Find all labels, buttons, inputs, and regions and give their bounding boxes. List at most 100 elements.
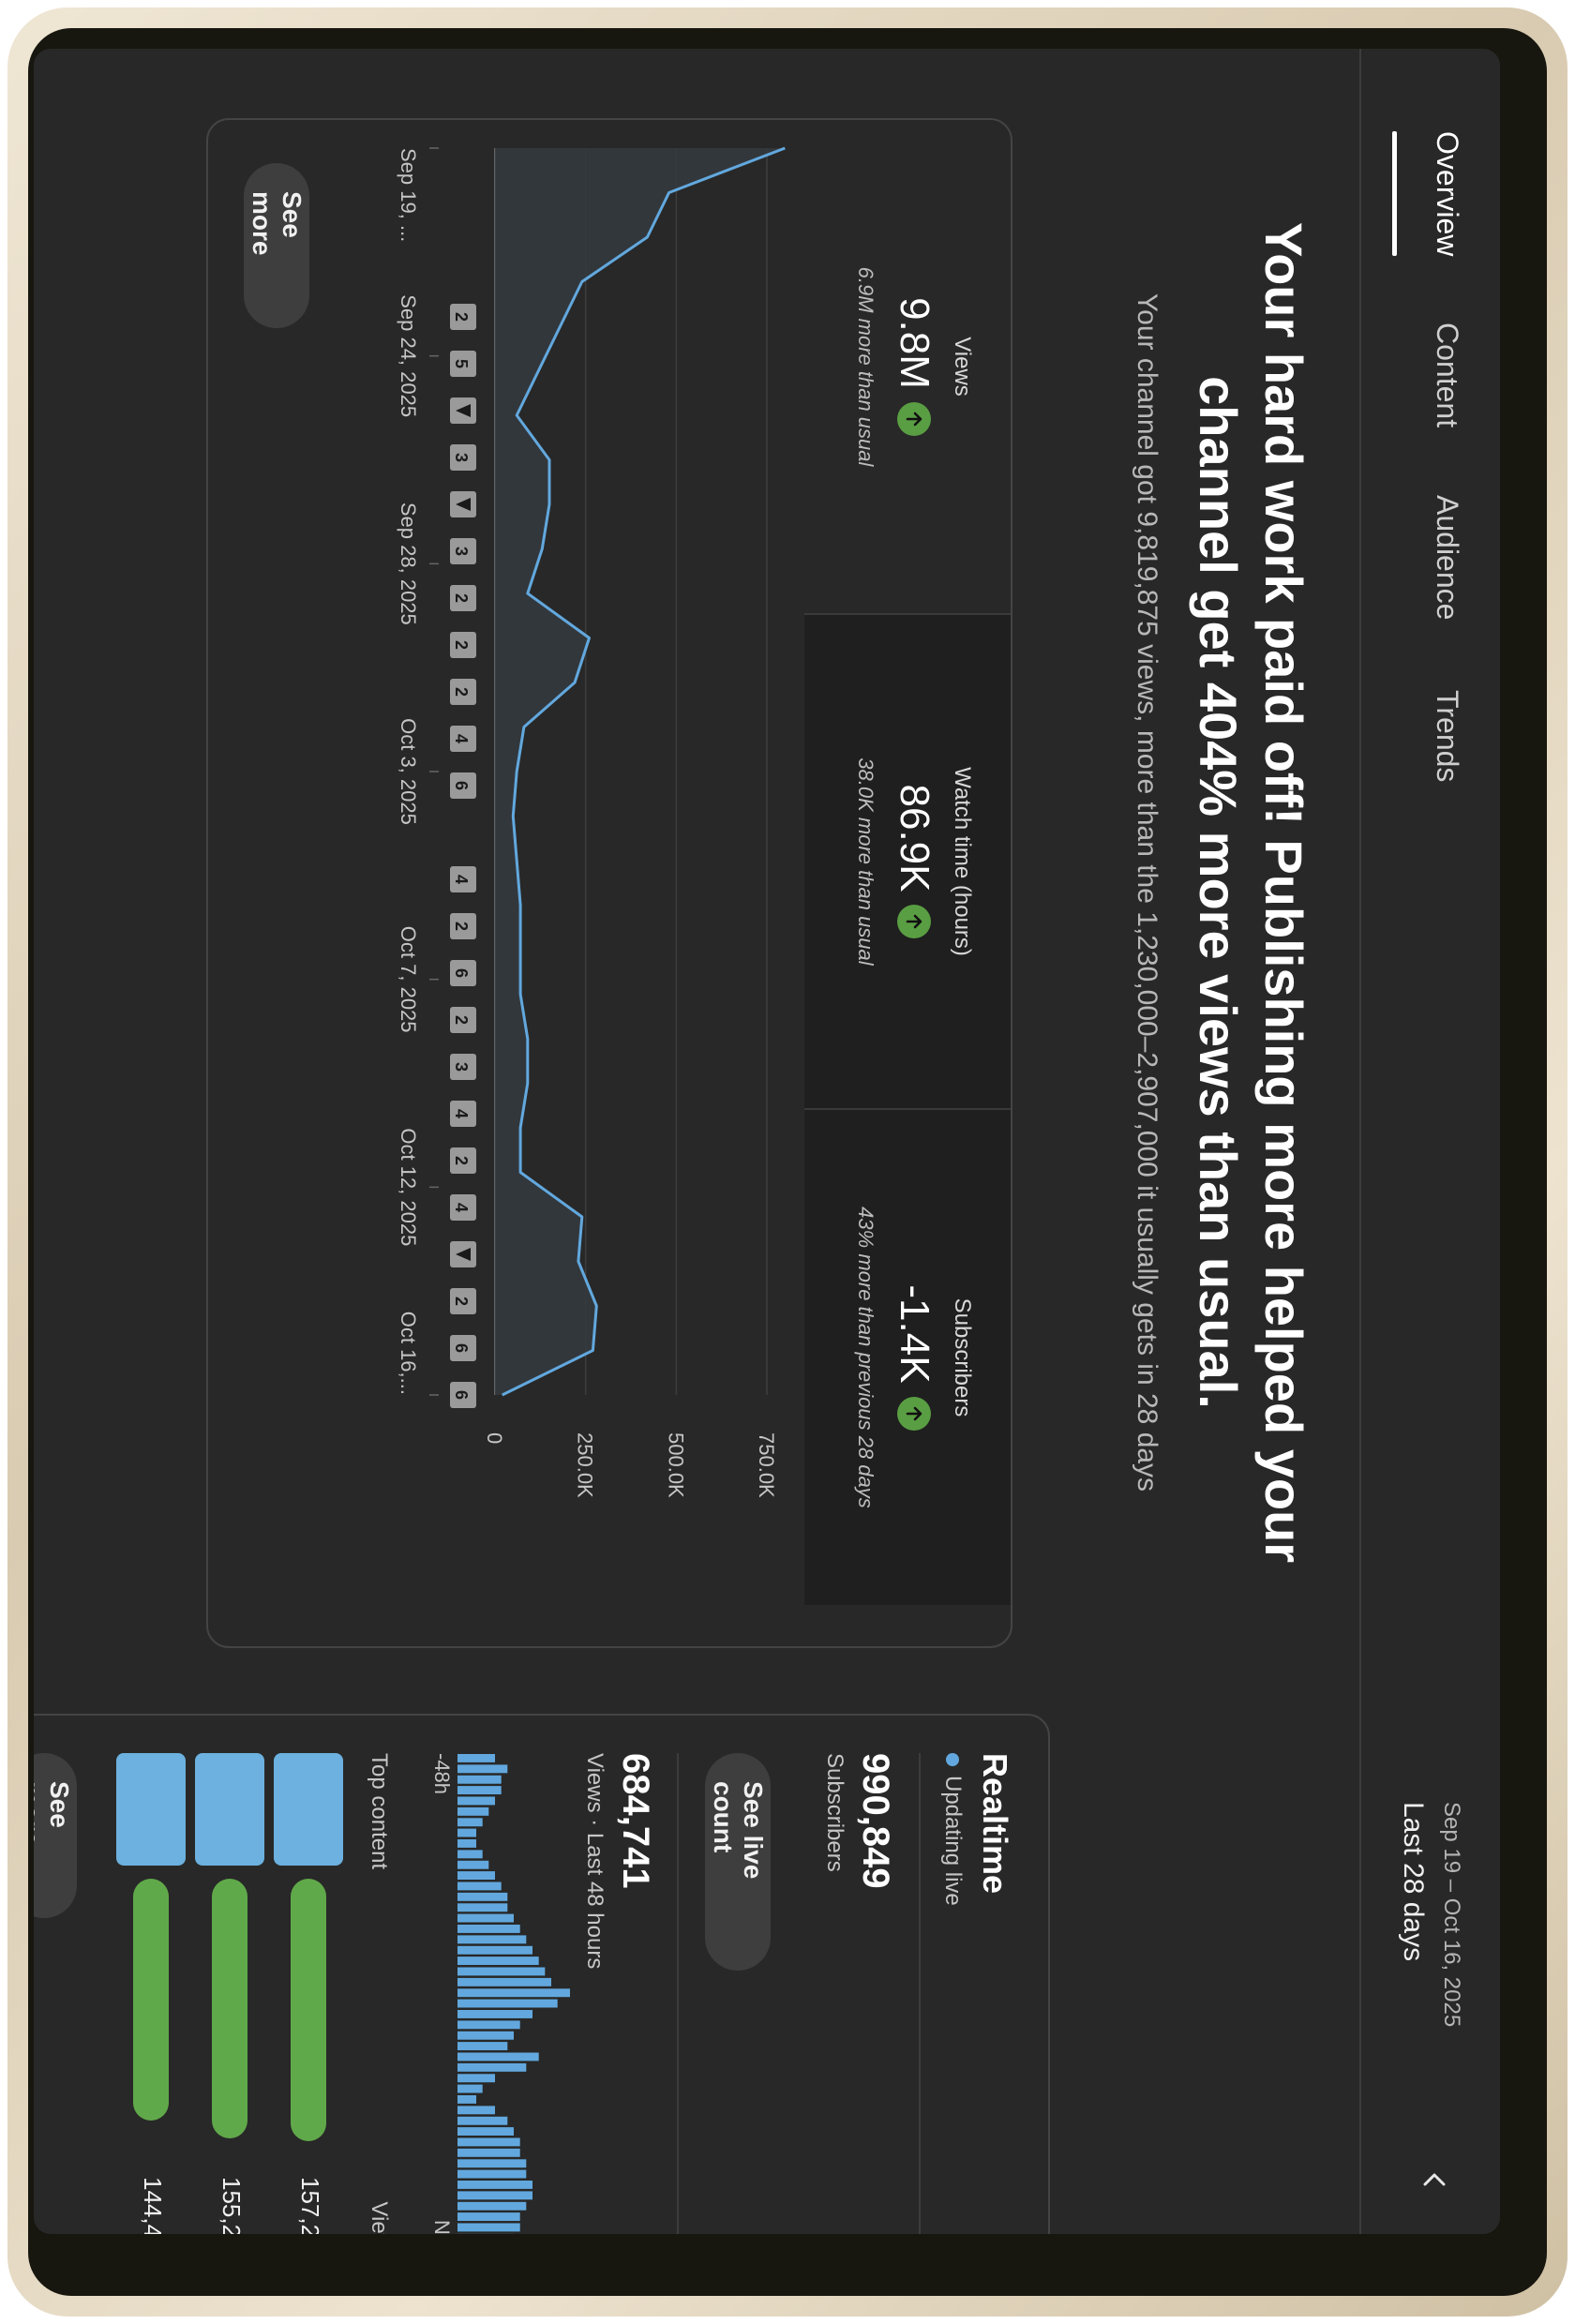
publish-marker xyxy=(450,304,476,330)
publish-marker xyxy=(450,913,476,939)
x-tick-label: Sep 24, 2025 xyxy=(397,294,420,417)
realtime-hour-bar xyxy=(458,2095,476,2104)
x-tick-label: Oct 16,... xyxy=(397,1312,420,1395)
top-content-item[interactable]: 144,424 xyxy=(116,1753,186,2234)
publish-marker xyxy=(450,1335,476,1361)
metric-value: 9.8M xyxy=(892,297,938,389)
live-status: Updating live xyxy=(939,1753,966,1906)
views-share-bar xyxy=(133,1879,169,2121)
subscribers-count: 990,849 xyxy=(855,1753,896,1889)
top-content-item[interactable]: 157,228 xyxy=(274,1753,343,2234)
publish-marker xyxy=(450,1007,476,1033)
arrow-up-icon xyxy=(897,401,931,436)
y-tick-label: 500.0K xyxy=(664,1432,687,1498)
realtime-hour-bar xyxy=(458,1775,502,1784)
page-headline: Your hard work paid off! Publishing more… xyxy=(1189,221,1313,1564)
publish-marker-count: 4 xyxy=(452,875,471,884)
y-tick-label: 750.0K xyxy=(755,1432,778,1498)
top-content-item[interactable]: 155,298 xyxy=(195,1753,264,2234)
date-range-selector[interactable]: Sep 19 – Oct 16, 2025 Last 28 days xyxy=(1397,1802,1464,2027)
realtime-hour-bar xyxy=(458,2191,532,2200)
realtime-hour-bar xyxy=(458,1871,495,1880)
play-marker-icon xyxy=(456,498,471,511)
realtime-hour-bar xyxy=(458,1977,551,1987)
date-range-text: Sep 19 – Oct 16, 2025 xyxy=(1439,1802,1464,2028)
publish-marker-count: 2 xyxy=(452,1015,471,1025)
metric-value: 86.9K xyxy=(892,784,938,892)
realtime-axis-end: Now xyxy=(429,2220,454,2234)
publish-marker xyxy=(450,538,476,564)
y-tick-label: 250.0K xyxy=(574,1432,597,1498)
realtime-hour-bar xyxy=(458,1935,527,1944)
realtime-hour-bar xyxy=(458,1860,489,1869)
see-more-button[interactable]: See more xyxy=(34,1753,77,1918)
metric-note: 43% more than previous 28 days xyxy=(854,1207,878,1508)
realtime-hour-bar xyxy=(458,1850,483,1859)
back-button[interactable] xyxy=(1408,2154,1461,2207)
views-value: 144,424 xyxy=(139,2177,167,2234)
publish-marker-count: 2 xyxy=(452,640,471,650)
realtime-hour-bar xyxy=(458,2074,495,2083)
publish-marker xyxy=(450,726,476,752)
realtime-hour-bar xyxy=(458,1882,502,1891)
arrow-up-icon xyxy=(897,905,931,939)
publish-marker xyxy=(450,1101,476,1127)
realtime-hour-bar xyxy=(458,1839,476,1848)
metric-views[interactable]: Views 9.8M 6.9M more than usual xyxy=(804,120,1011,615)
page-subheadline: Your channel got 9,819,875 views, more t… xyxy=(1132,292,1162,1492)
realtime-hour-bar xyxy=(458,1807,489,1816)
subscribers-label: Subscribers xyxy=(822,1753,848,1872)
publish-marker-count: 3 xyxy=(452,453,471,462)
publish-marker-count: 2 xyxy=(452,687,471,697)
publish-marker xyxy=(450,1054,476,1080)
see-more-button[interactable]: See more xyxy=(244,163,309,328)
see-live-count-button[interactable]: See live count xyxy=(705,1753,771,1971)
realtime-hour-bar xyxy=(458,1999,558,2008)
y-tick-label: 0 xyxy=(483,1432,506,1444)
realtime-hour-bar xyxy=(458,2127,514,2137)
tab-bar: Overview Content Audience Trends Sep 19 … xyxy=(1359,49,1500,2234)
publish-marker-count: 2 xyxy=(452,922,471,931)
tab-overview[interactable]: Overview xyxy=(1400,131,1464,256)
x-tick-label: Oct 12, 2025 xyxy=(397,1128,420,1246)
publish-marker xyxy=(450,585,476,611)
metric-watch-time[interactable]: Watch time (hours) 86.9K 38.0K more than… xyxy=(804,615,1011,1110)
realtime-hour-bar xyxy=(458,1967,546,1976)
publish-marker xyxy=(450,772,476,799)
publish-marker xyxy=(450,1382,476,1408)
publish-marker xyxy=(450,960,476,986)
video-thumbnail xyxy=(116,1753,186,1866)
realtime-hour-bar xyxy=(458,1786,502,1794)
tab-audience[interactable]: Audience xyxy=(1431,495,1464,621)
tab-content[interactable]: Content xyxy=(1431,322,1464,428)
publish-marker-count: 6 xyxy=(452,781,471,790)
realtime-bar-chart xyxy=(458,1754,570,2234)
publish-marker xyxy=(450,444,476,471)
realtime-hour-bar xyxy=(458,1913,514,1923)
overview-card: Views 9.8M 6.9M more than usual Watch ti… xyxy=(206,118,1012,1648)
arrow-up-icon xyxy=(897,1396,931,1431)
publish-marker xyxy=(450,351,476,377)
publish-marker-count: 4 xyxy=(452,1109,471,1118)
views-chart: 0 250.0K 500.0K 750.0K 2 5 3 3 2 2 2 4 6 4 2 6 2 3 4 2 4 2 6 6 S… xyxy=(397,146,786,1498)
realtime-title: Realtime xyxy=(976,1753,1014,1895)
publish-marker-count: 2 xyxy=(452,1297,471,1306)
metric-subscribers[interactable]: Subscribers -1.4K 43% more than previous… xyxy=(804,1110,1011,1605)
divider xyxy=(677,1753,679,2234)
chart-line xyxy=(502,146,786,1397)
metric-label: Subscribers xyxy=(950,1297,975,1417)
publish-marker-count: 2 xyxy=(452,593,471,603)
realtime-hour-bar xyxy=(458,2116,508,2125)
tab-trends[interactable]: Trends xyxy=(1431,690,1464,783)
x-tick-label: Oct 7, 2025 xyxy=(397,926,420,1033)
publish-marker-count: 6 xyxy=(452,1343,471,1353)
realtime-card: Realtime Updating live 990,849 Subscribe… xyxy=(34,1714,1050,2234)
realtime-hour-bar xyxy=(458,1925,520,1933)
publish-marker xyxy=(450,679,476,705)
realtime-hour-bar xyxy=(458,2062,527,2072)
metric-value: -1.4K xyxy=(892,1284,938,1384)
x-tick-label: Sep 28, 2025 xyxy=(397,502,420,625)
live-dot-icon xyxy=(946,1753,959,1766)
views-value: 157,228 xyxy=(296,2177,324,2234)
metric-note: 6.9M more than usual xyxy=(854,266,878,467)
